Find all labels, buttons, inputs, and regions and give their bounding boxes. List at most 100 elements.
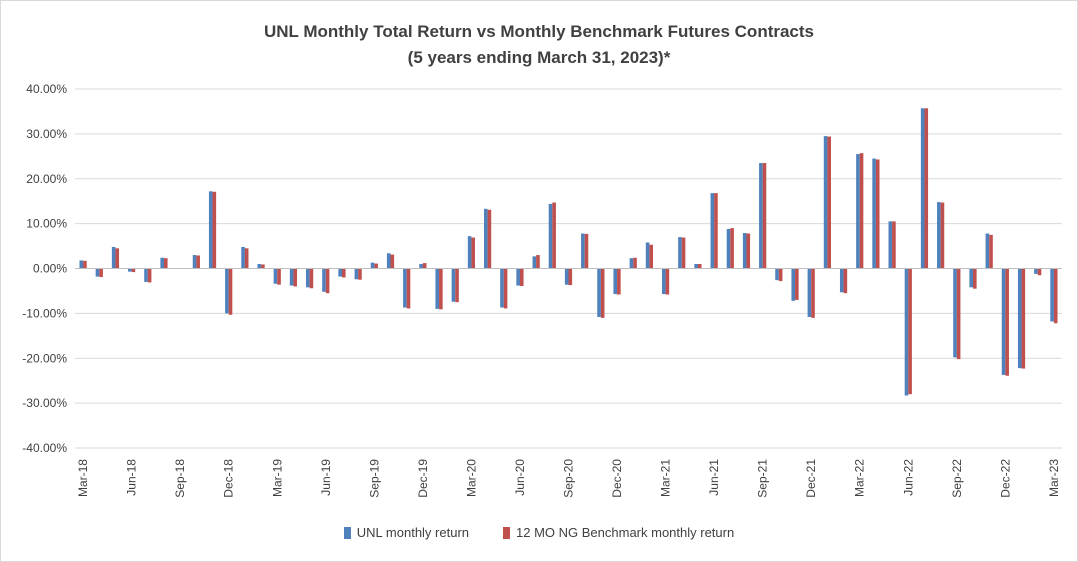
y-tick-label: 20.00% bbox=[26, 172, 67, 186]
bar-benchmark bbox=[261, 264, 265, 269]
bar-benchmark bbox=[536, 255, 540, 269]
bar-benchmark bbox=[892, 221, 896, 269]
x-tick-label: Dec-21 bbox=[804, 459, 818, 498]
bar-unl bbox=[192, 255, 197, 269]
bar-unl bbox=[839, 268, 844, 293]
bar-benchmark bbox=[277, 268, 281, 285]
x-tick-label: Sep-21 bbox=[756, 459, 770, 498]
bar-unl bbox=[597, 268, 601, 317]
bar-unl bbox=[856, 154, 860, 269]
bar-unl bbox=[807, 268, 812, 317]
bar-benchmark bbox=[358, 268, 362, 280]
x-tick-label: Mar-18 bbox=[76, 459, 90, 497]
legend-item-benchmark: 12 MO NG Benchmark monthly return bbox=[503, 525, 734, 540]
x-tick-label: Jun-21 bbox=[707, 459, 721, 496]
bar-unl bbox=[370, 262, 375, 269]
bar-benchmark bbox=[212, 191, 217, 269]
bar-benchmark bbox=[455, 268, 459, 303]
bar-unl bbox=[629, 258, 634, 269]
chart-subtitle: (5 years ending March 31, 2023)* bbox=[407, 48, 671, 67]
x-tick-label: Dec-20 bbox=[610, 459, 624, 498]
y-tick-label: 40.00% bbox=[26, 82, 67, 96]
bar-unl bbox=[791, 268, 796, 301]
bar-benchmark bbox=[924, 108, 929, 269]
bar-benchmark bbox=[503, 268, 508, 309]
bar-unl bbox=[208, 191, 213, 269]
x-tick-label: Sep-18 bbox=[173, 459, 187, 498]
legend-item-unl: UNL monthly return bbox=[343, 525, 470, 540]
bar-benchmark bbox=[325, 268, 330, 294]
bar-benchmark bbox=[859, 153, 864, 269]
x-tick-label: Mar-23 bbox=[1047, 459, 1061, 497]
bar-unl bbox=[257, 264, 262, 269]
bar-unl bbox=[289, 268, 294, 286]
chart-title: UNL Monthly Total Return vs Monthly Benc… bbox=[263, 22, 815, 41]
bar-benchmark bbox=[309, 268, 314, 289]
bar-benchmark bbox=[989, 234, 993, 269]
x-tick-label: Jun-20 bbox=[513, 459, 527, 496]
bar-unl bbox=[225, 268, 229, 314]
bar-unl bbox=[111, 246, 116, 269]
y-tick-label: 0.00% bbox=[33, 262, 67, 276]
x-tick-label: Sep-19 bbox=[367, 459, 381, 498]
bar-benchmark bbox=[714, 193, 718, 269]
bar-unl bbox=[872, 158, 876, 269]
bar-benchmark bbox=[1021, 268, 1026, 369]
bar-benchmark bbox=[471, 237, 476, 269]
bar-unl bbox=[953, 268, 957, 358]
bar-benchmark bbox=[940, 202, 945, 269]
bar-unl bbox=[273, 268, 278, 284]
bar-unl bbox=[645, 242, 650, 269]
bar-benchmark bbox=[649, 244, 654, 269]
bar-benchmark bbox=[115, 248, 120, 269]
bar-benchmark bbox=[681, 237, 686, 269]
bar-benchmark bbox=[552, 202, 556, 269]
bar-benchmark bbox=[584, 233, 589, 269]
legend-swatch-unl bbox=[343, 526, 351, 539]
bar-benchmark bbox=[131, 268, 136, 273]
bar-unl bbox=[516, 268, 520, 286]
bar-benchmark bbox=[390, 254, 395, 269]
bar-unl bbox=[564, 268, 569, 285]
bar-benchmark bbox=[341, 268, 346, 278]
bar-unl bbox=[451, 268, 456, 302]
bar-unl bbox=[742, 233, 747, 269]
bar-benchmark bbox=[568, 268, 573, 286]
bar-unl bbox=[969, 268, 974, 288]
bar-benchmark bbox=[163, 258, 168, 269]
legend-label-unl: UNL monthly return bbox=[356, 525, 470, 540]
bar-unl bbox=[888, 221, 893, 269]
bar-benchmark bbox=[633, 257, 637, 269]
y-tick-label: 10.00% bbox=[26, 217, 67, 231]
bar-benchmark bbox=[973, 268, 977, 289]
x-tick-label: Jun-22 bbox=[901, 459, 915, 496]
x-tick-label: Mar-21 bbox=[659, 459, 673, 497]
y-tick-label: -30.00% bbox=[22, 396, 67, 410]
bar-benchmark bbox=[843, 268, 848, 294]
bar-unl bbox=[904, 268, 909, 396]
bar-benchmark bbox=[374, 263, 378, 269]
bar-unl bbox=[775, 268, 779, 281]
bar-benchmark bbox=[746, 233, 751, 269]
x-tick-label: Mar-19 bbox=[270, 459, 284, 497]
bar-unl bbox=[500, 268, 504, 308]
x-tick-label: Dec-19 bbox=[416, 459, 430, 498]
bar-unl bbox=[483, 208, 488, 269]
bar-benchmark bbox=[617, 268, 621, 295]
bar-unl bbox=[694, 264, 698, 269]
bar-benchmark bbox=[795, 268, 799, 300]
bar-unl bbox=[937, 202, 941, 269]
bar-benchmark bbox=[875, 159, 880, 269]
x-tick-label: Jun-19 bbox=[319, 459, 333, 496]
bar-benchmark bbox=[1005, 268, 1009, 376]
y-tick-label: -40.00% bbox=[22, 441, 67, 455]
bar-benchmark bbox=[244, 248, 249, 269]
bar-unl bbox=[548, 203, 553, 269]
bar-unl bbox=[759, 163, 763, 269]
bar-unl bbox=[661, 268, 666, 295]
x-tick-label: Jun-18 bbox=[125, 459, 139, 496]
y-tick-label: 30.00% bbox=[26, 127, 67, 141]
x-tick-label: Dec-18 bbox=[222, 459, 236, 498]
bar-benchmark bbox=[1037, 268, 1042, 276]
bar-unl bbox=[386, 253, 391, 269]
